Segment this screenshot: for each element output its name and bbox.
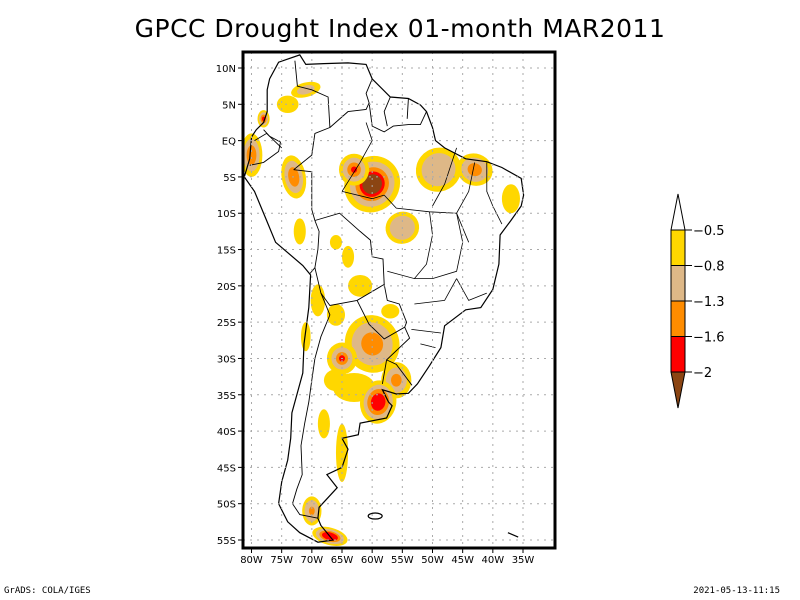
y-tick-label: EQ (222, 137, 236, 148)
x-tick-label: 50W (421, 555, 444, 566)
country-border (356, 284, 408, 340)
longitude-axis: 80W 75W 70W 65W 60W 55W 50W 45W 40W 35W (240, 548, 534, 566)
colorbar-segment (670, 229, 686, 266)
drought-contour (246, 145, 257, 165)
y-tick-label: 10S (217, 209, 236, 220)
drought-patch (348, 274, 373, 297)
x-tick-label: 65W (331, 555, 354, 566)
drought-patch (310, 284, 326, 317)
country-border (365, 78, 427, 133)
colorbar-label: −1.6 (693, 331, 725, 346)
colorbar-label: −1.3 (693, 295, 725, 310)
country-border (406, 98, 409, 119)
drought-patch (300, 322, 311, 352)
state-border (432, 147, 457, 207)
falkland-islands (367, 512, 383, 520)
state-border (486, 162, 503, 225)
state-border (341, 191, 385, 200)
drought-patch (342, 245, 355, 268)
colorbar-segment (670, 265, 686, 302)
y-tick-label: 30S (217, 354, 236, 365)
state-border (341, 122, 373, 192)
y-tick-label: 45S (217, 463, 236, 474)
drought-contour (361, 332, 384, 356)
colorbar-label: −0.5 (693, 224, 725, 239)
drought-patch (329, 235, 342, 250)
colorbar-upper-arrow (670, 193, 686, 231)
y-tick-label: 5S (223, 173, 236, 184)
state-border (383, 194, 464, 279)
y-tick-label: 15S (217, 246, 236, 257)
grads-credit: GrADS: COLA/IGES (4, 586, 91, 596)
drought-region-colombia-coast (257, 110, 270, 128)
drought-patch (293, 218, 306, 245)
south-america-coastline (243, 54, 525, 543)
x-tick-label: 75W (270, 555, 293, 566)
country-border (383, 96, 391, 127)
coastline-layer (243, 54, 525, 543)
drought-patch (501, 184, 520, 214)
timestamp: 2021-05-13-11:15 (693, 586, 780, 596)
colorbar-label: −2 (693, 366, 712, 381)
drought-patch (326, 304, 346, 326)
country-border (381, 327, 411, 384)
y-tick-label: 40S (217, 427, 236, 438)
x-tick-label: 40W (482, 555, 505, 566)
y-tick-label: 10N (216, 64, 236, 75)
x-tick-label: 80W (240, 555, 263, 566)
drought-region-western-amazon (338, 153, 370, 186)
y-tick-label: 50S (217, 500, 236, 511)
y-tick-label: 20S (217, 282, 236, 293)
drought-patch (381, 304, 400, 319)
drought-contour (370, 393, 386, 411)
drought-patch (317, 409, 330, 439)
state-border (420, 343, 436, 348)
x-tick-label: 70W (301, 555, 324, 566)
latitude-axis: 10N 5N EQ 5S 10S 15S 20S 25S 30S 35S 40S 45S 50S 55S (216, 64, 243, 547)
drought-patch (276, 95, 299, 114)
colorbar: −0.5 −0.8 −1.3 −1.6 −2 (670, 193, 725, 409)
country-border (314, 212, 385, 306)
south-georgia (507, 532, 519, 538)
drought-contour (351, 166, 358, 173)
country-border (329, 102, 370, 128)
colorbar-label: −0.8 (693, 260, 725, 275)
map-frame (241, 50, 557, 550)
drought-contour (308, 506, 315, 516)
state-border (456, 278, 487, 301)
drought-contour (391, 373, 402, 387)
state-border (414, 278, 457, 305)
drought-region-northeast-argentina (344, 315, 400, 373)
colorbar-segment (670, 300, 686, 337)
x-tick-label: 45W (451, 555, 474, 566)
country-border (292, 292, 331, 519)
drought-contour (362, 174, 382, 195)
gridlines (243, 52, 555, 548)
x-tick-label: 60W (361, 555, 384, 566)
y-tick-label: 5N (222, 100, 236, 111)
y-tick-label: 55S (217, 536, 236, 547)
x-tick-label: 35W (512, 555, 535, 566)
colorbar-segment (670, 336, 686, 373)
country-border (254, 132, 283, 149)
state-border (411, 329, 441, 334)
y-tick-label: 25S (217, 318, 236, 329)
drought-contour (467, 163, 482, 177)
colorbar-lower-arrow (670, 371, 686, 409)
map-title: GPCC Drought Index 01-month MAR2011 (134, 14, 666, 43)
state-border (387, 211, 433, 280)
x-tick-label: 55W (391, 555, 414, 566)
country-border (386, 359, 413, 386)
y-tick-label: 35S (217, 391, 236, 402)
